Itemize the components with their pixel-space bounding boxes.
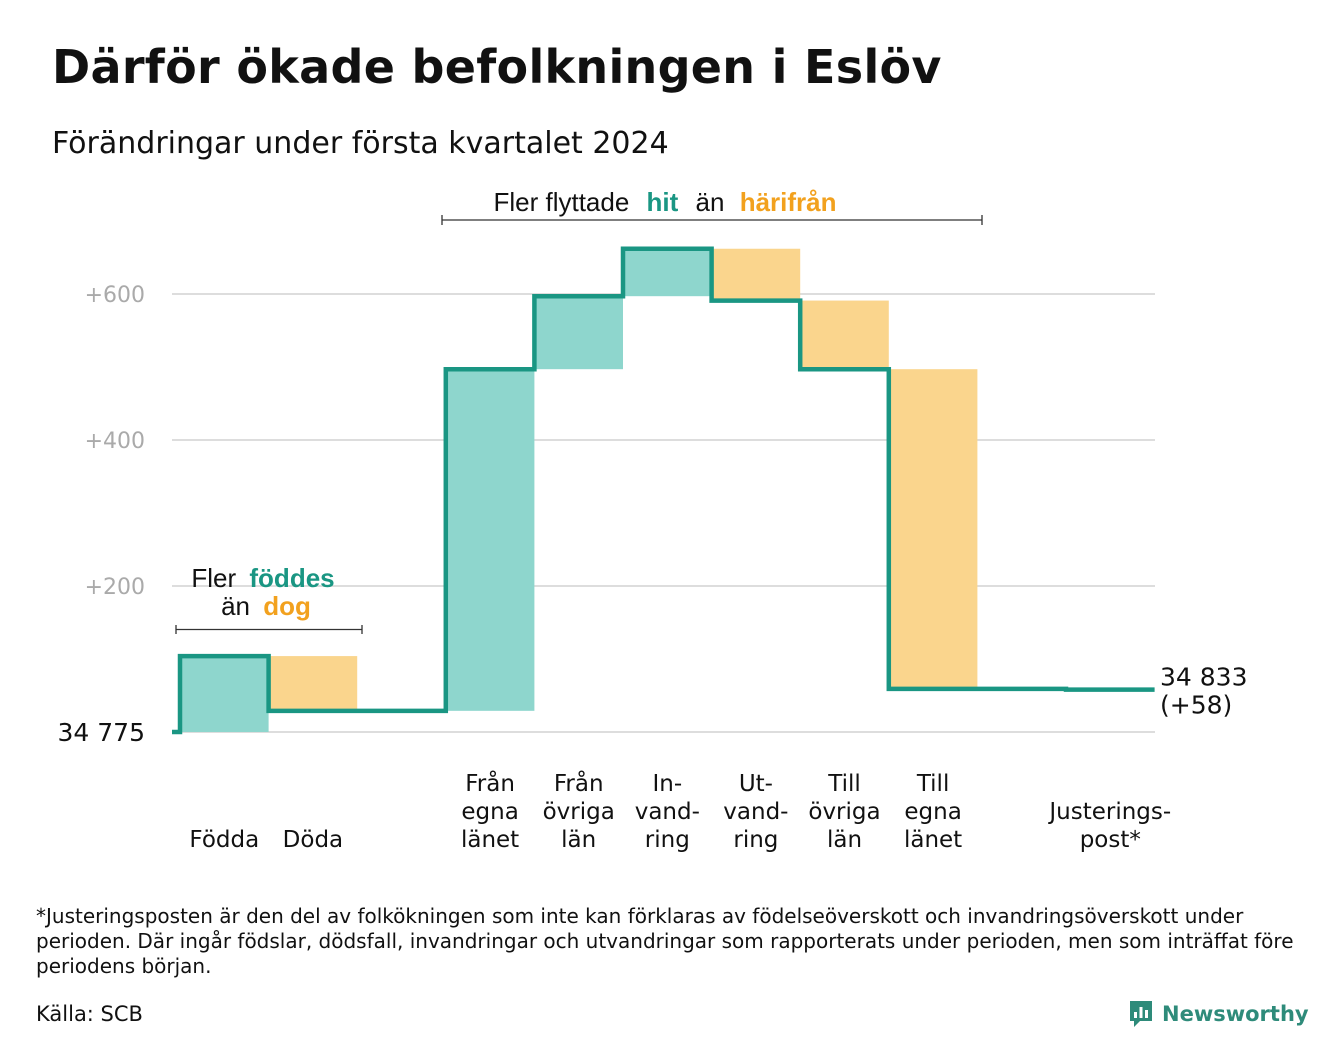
grid-layer: +200 +400 +600 [85, 283, 1155, 733]
bars-layer [180, 248, 1155, 732]
labels-layer: Födda DödaFrånegnalänetFrånövrigalänIn-va… [58, 663, 1248, 853]
step-line [172, 246, 1155, 735]
decrease-bar [800, 300, 889, 370]
footnote: *Justeringsposten är den del av folkökni… [36, 904, 1294, 978]
svg-text:än dog: än dog [221, 591, 311, 621]
brand-name: Newsworthy [1162, 1002, 1309, 1026]
category-label: län [827, 827, 862, 853]
category-label: post* [1080, 827, 1141, 853]
births-annotation: Fler föddes än dog [175, 563, 363, 634]
category-label: vand- [635, 799, 700, 825]
y-tick-label: +600 [85, 283, 145, 308]
increase-bar [180, 656, 269, 732]
decrease-bar [888, 369, 978, 689]
start-value-label: 34 775 [58, 718, 145, 747]
category-label: övriga [543, 799, 615, 825]
births-annotation-dog: dog [263, 591, 311, 621]
category-label: Födda [189, 827, 259, 853]
category-label: Ut- [739, 771, 773, 797]
brand-logo: Newsworthy [1128, 997, 1309, 1031]
category-label: Döda [283, 827, 343, 853]
category-label: ring [645, 827, 690, 853]
svg-text:Fler föddes: Fler föddes [191, 563, 334, 593]
category-label: egna [904, 799, 961, 825]
category-label: Till [916, 771, 950, 797]
end-value-label: (+58) [1160, 691, 1232, 720]
migration-annotation-middle: än [696, 187, 725, 217]
newsworthy-logo-icon [1130, 1001, 1152, 1027]
category-label: In- [652, 771, 682, 797]
births-annotation-foddes: föddes [249, 563, 334, 593]
category-label: Justerings- [1047, 799, 1171, 825]
end-value-label: 34 833 [1160, 663, 1247, 692]
births-annotation-prefix: Fler [191, 563, 236, 593]
chart-subtitle: Förändringar under första kvartalet 2024 [52, 126, 669, 161]
migration-annotation-hit: hit [647, 187, 679, 217]
decrease-bar [711, 248, 801, 301]
increase-bar [534, 296, 623, 370]
category-label: övriga [808, 799, 880, 825]
category-label: ring [733, 827, 778, 853]
decrease-bar [268, 656, 358, 711]
svg-text:Fler flyttade hit: Fler flyttade hit än härifrån [493, 187, 836, 217]
category-label: länet [904, 827, 962, 853]
migration-annotation-prefix: Fler flyttade [493, 187, 629, 217]
category-label: egna [461, 799, 518, 825]
step-line-layer [172, 246, 1155, 735]
category-label: län [561, 827, 596, 853]
y-tick-label: +200 [85, 575, 145, 600]
source-label: Källa: SCB [36, 1002, 143, 1026]
waterfall-chart: +200+400+600 Födda DödaFrånegnalänetFrånö… [58, 187, 1248, 853]
migration-annotation: Fler flyttade hit än härifrån [441, 187, 983, 225]
increase-bar [445, 369, 535, 711]
category-label: Från [465, 769, 515, 797]
births-bracket [175, 625, 363, 634]
chart-title: Därför ökade befolkningen i Eslöv [52, 40, 942, 94]
category-label: Från [554, 769, 604, 797]
category-label: Till [827, 771, 861, 797]
migration-bracket [441, 215, 983, 225]
migration-annotation-harifran: härifrån [740, 187, 837, 217]
category-label: länet [461, 827, 519, 853]
births-annotation-middle: än [221, 591, 250, 621]
increase-bar [623, 248, 712, 297]
category-label: vand- [723, 799, 788, 825]
y-tick-label: +400 [85, 429, 145, 454]
